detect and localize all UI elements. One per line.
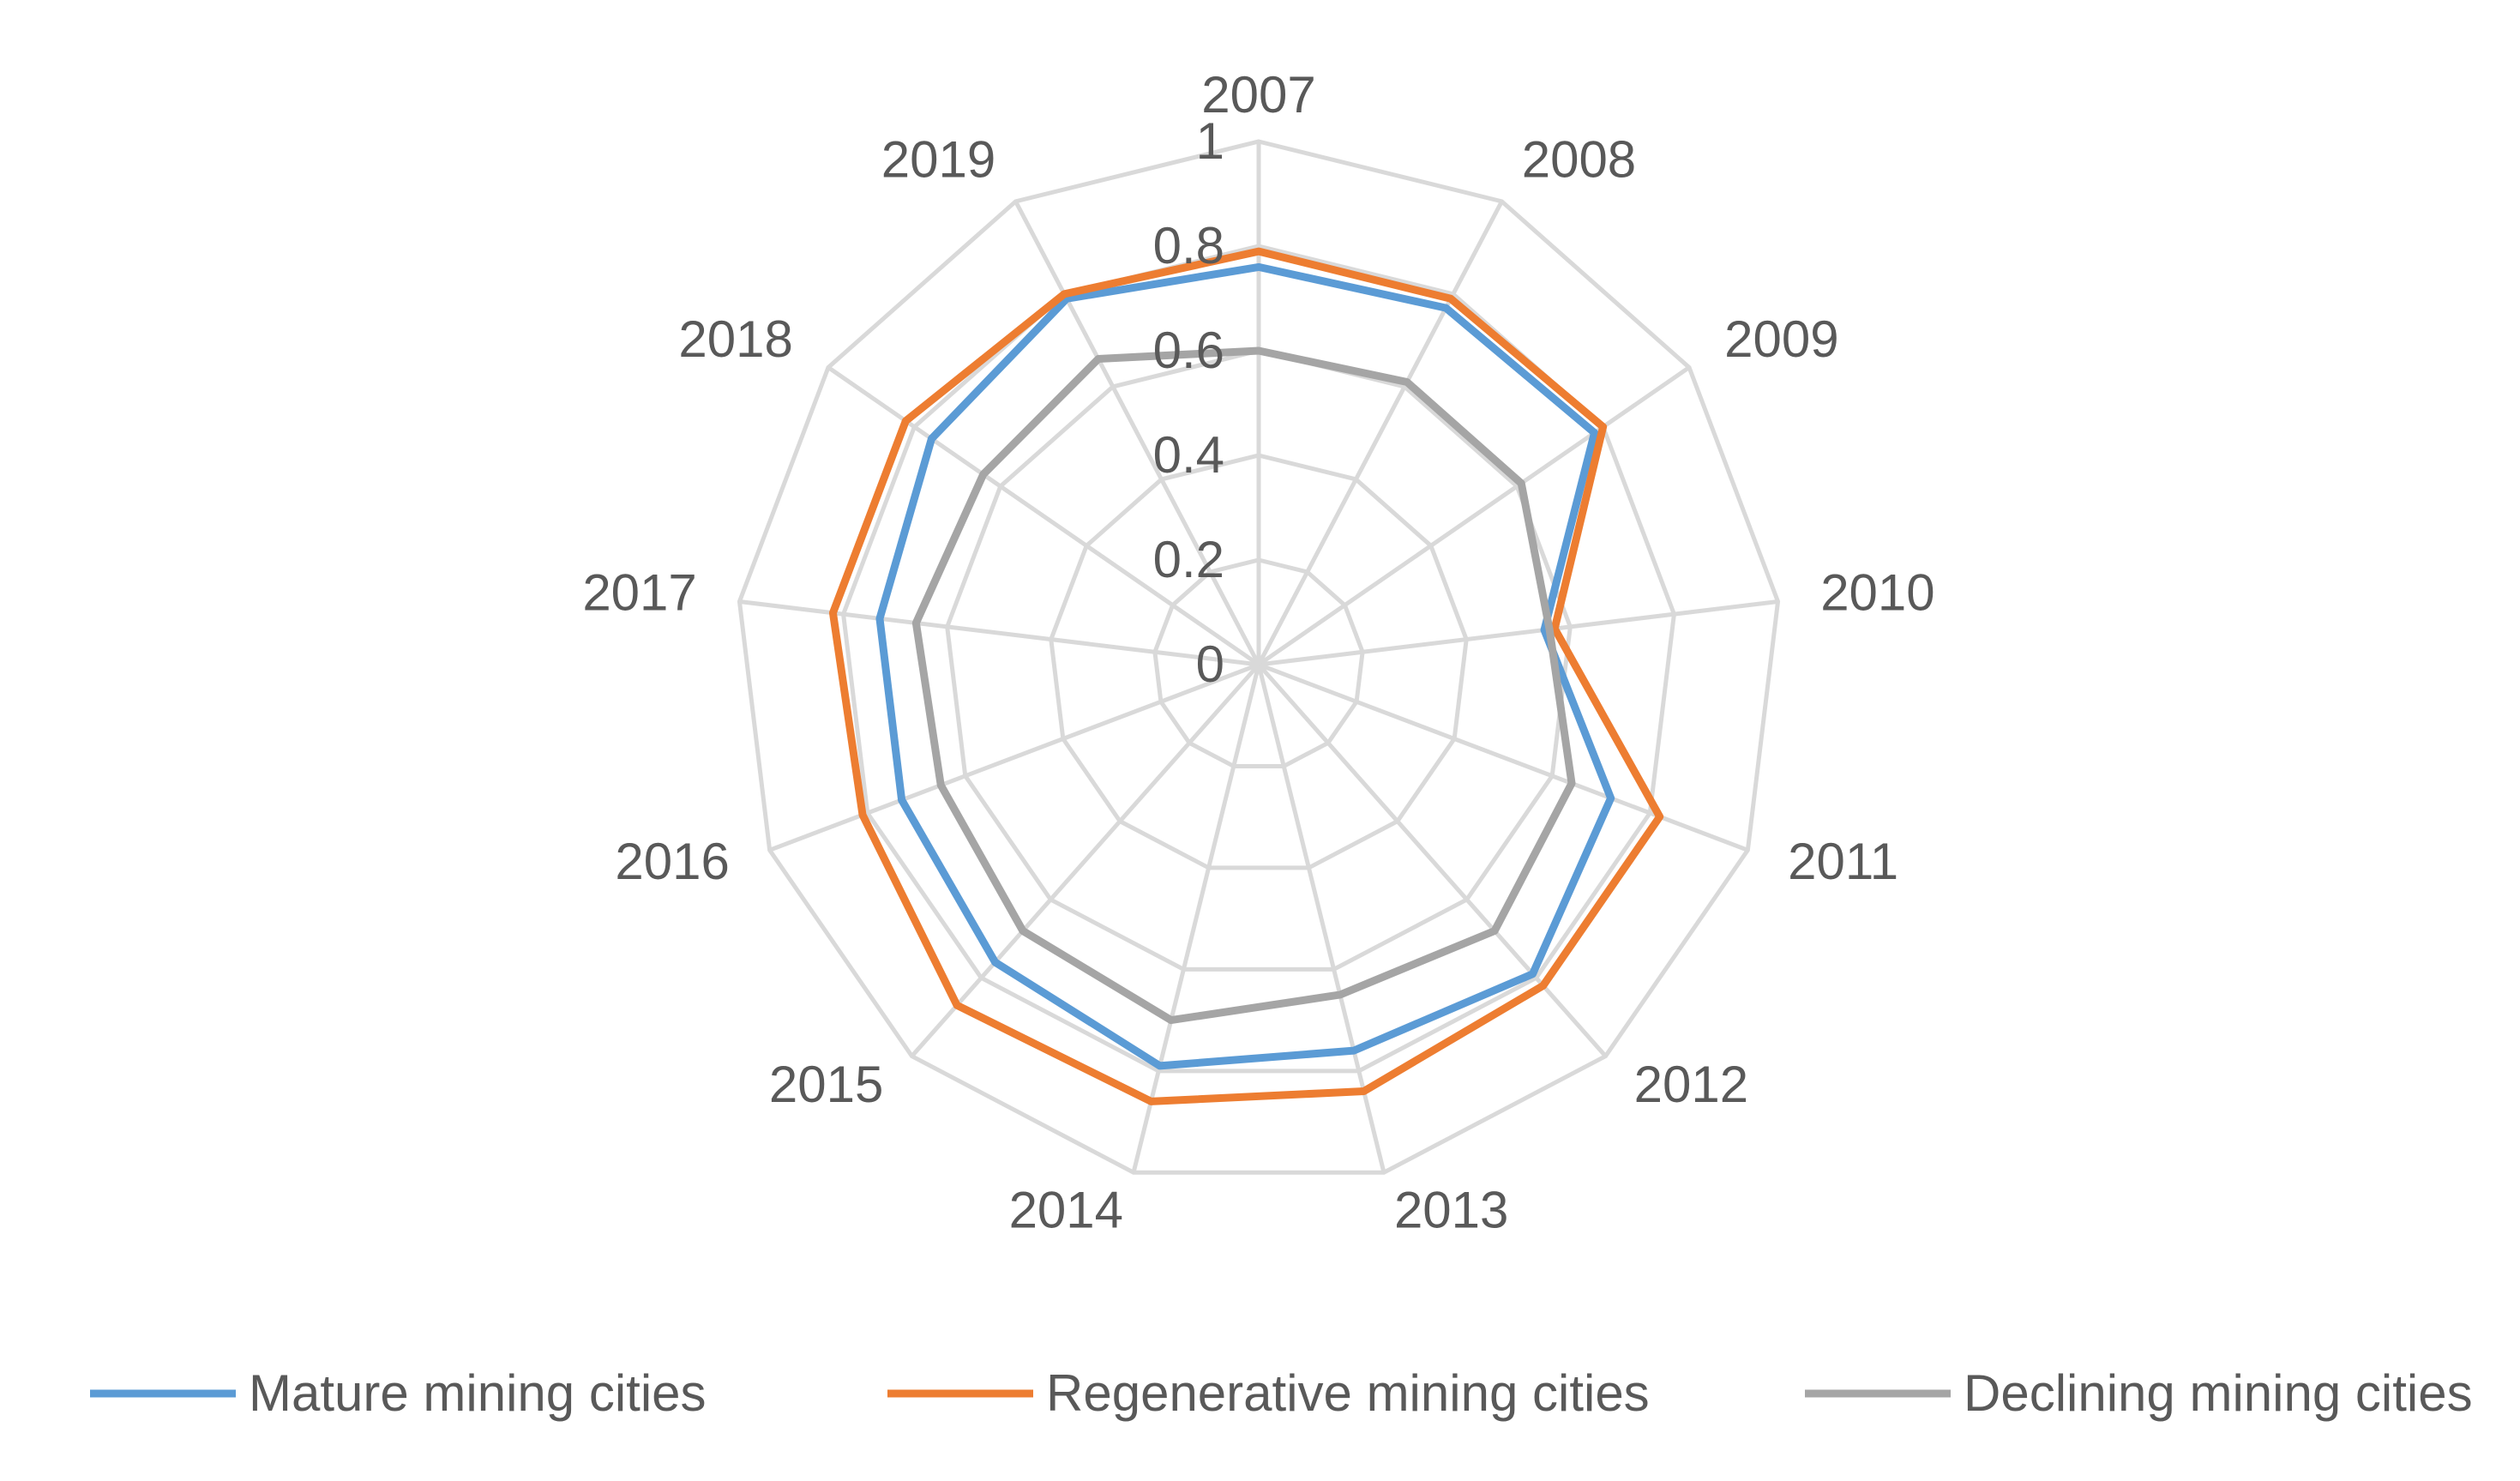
legend-item: Declining mining cities <box>1805 1364 2473 1422</box>
chart-legend: Mature mining cities Regenerative mining … <box>90 1364 2473 1422</box>
category-label: 2007 <box>1201 66 1315 123</box>
grid-spoke <box>1257 663 1608 1058</box>
category-label: 2009 <box>1724 310 1838 368</box>
category-label: 2014 <box>1009 1182 1123 1239</box>
radar-labels: 2007 2008 2009 2010 2011 2012 2013 2014 2015 2016… <box>582 66 1934 1239</box>
radial-tick-label: 0.6 <box>1153 322 1224 379</box>
radial-tick-label: 0.4 <box>1153 426 1224 484</box>
category-label: 2010 <box>1820 563 1934 621</box>
category-label: 2011 <box>1788 833 1898 890</box>
category-label: 2016 <box>615 833 729 890</box>
series-line-0 <box>875 262 1615 1070</box>
category-label: 2019 <box>881 130 995 188</box>
grid-spoke <box>910 663 1260 1058</box>
category-label: 2008 <box>1522 130 1636 188</box>
category-label: 2017 <box>582 563 696 621</box>
grid-spoke <box>1258 599 1778 667</box>
legend-label: Regenerative mining cities <box>1046 1364 1650 1422</box>
legend-label: Mature mining cities <box>249 1364 707 1422</box>
series-line-2 <box>911 346 1576 1025</box>
category-label: 2015 <box>769 1056 883 1113</box>
grid-ring <box>1152 557 1365 768</box>
legend-item: Mature mining cities <box>90 1364 707 1422</box>
category-label: 2012 <box>1634 1056 1748 1113</box>
grid-ring <box>841 244 1676 1074</box>
grid-spoke <box>1013 200 1261 666</box>
radial-tick-label: 0.8 <box>1153 217 1224 274</box>
legend-label: Declining mining cities <box>1964 1364 2473 1422</box>
grid-spoke <box>1256 200 1504 666</box>
legend-item: Regenerative mining cities <box>887 1364 1650 1422</box>
grid-ring <box>1049 453 1469 870</box>
radial-tick-label: 1 <box>1196 112 1224 170</box>
grid-spoke <box>1258 662 1749 852</box>
radar-grid <box>737 139 1781 1175</box>
grid-spoke <box>827 365 1260 667</box>
series-line-1 <box>828 247 1664 1105</box>
grid-spoke <box>739 599 1260 667</box>
category-label: 2013 <box>1394 1182 1508 1239</box>
grid-spoke <box>1131 664 1261 1173</box>
grid-spoke <box>1257 365 1691 667</box>
grid-spoke <box>768 662 1260 852</box>
radial-tick-label: 0.2 <box>1153 531 1224 588</box>
radial-tick-label: 0 <box>1196 635 1224 693</box>
radar-series <box>828 247 1664 1105</box>
grid-ring <box>737 139 1781 1175</box>
category-label: 2018 <box>678 310 792 368</box>
